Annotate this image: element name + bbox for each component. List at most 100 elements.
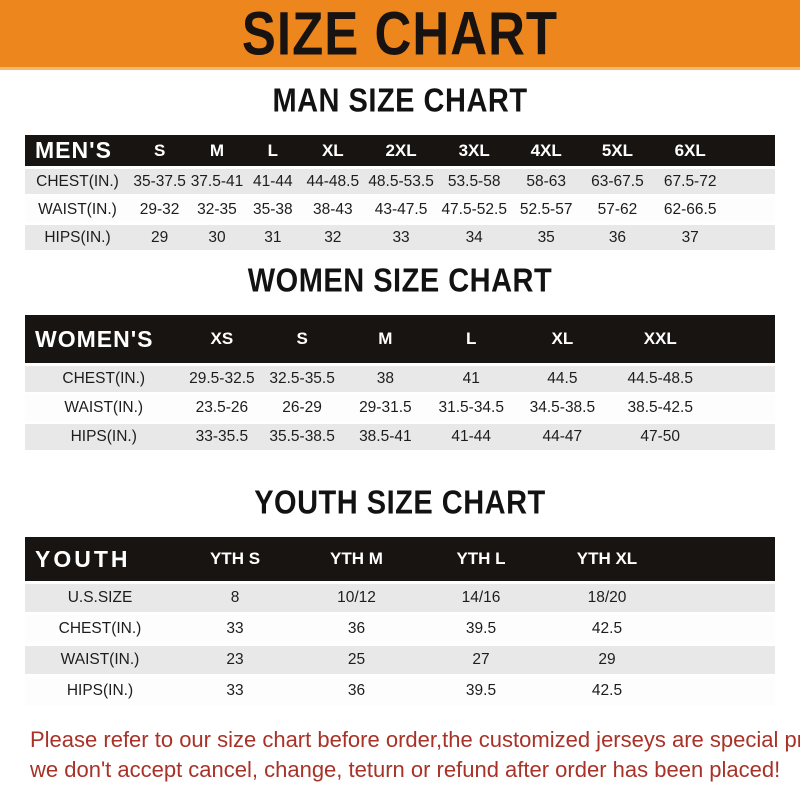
size-value-cell: 35 <box>510 225 582 250</box>
measurement-row: HIPS(IN.) 29 30 31 32 33 34 35 36 37 <box>25 225 775 250</box>
size-table-header-row: WOMEN'S XS S M L XL XXL <box>25 315 775 363</box>
section-men: MAN SIZE CHART MEN'S S M L XL 2XL 3XL 4XL 5XL 6XL… <box>0 83 800 253</box>
youth-section-heading: YOUTH SIZE CHART <box>254 484 546 522</box>
size-value-cell: 41-44 <box>244 169 301 194</box>
row-filler <box>669 646 775 674</box>
row-label: WAIST(IN.) <box>25 197 130 222</box>
size-value-cell: 44-48.5 <box>300 169 365 194</box>
size-value-cell: 52.5-57 <box>510 197 582 222</box>
header-filler <box>726 135 775 166</box>
size-value-cell: 37 <box>653 225 727 250</box>
size-value-cell: 33-35.5 <box>182 424 262 450</box>
column-header: M <box>342 315 428 363</box>
row-label: WAIST(IN.) <box>25 646 175 674</box>
section-women: WOMEN SIZE CHART WOMEN'S XS S M L XL XXL CHEST(… <box>0 262 800 453</box>
row-filler <box>669 677 775 705</box>
men-size-table: MEN'S S M L XL 2XL 3XL 4XL 5XL 6XL CHEST(IN.) 35-37… <box>25 132 775 253</box>
column-header: XL <box>514 315 610 363</box>
size-value-cell: 31.5-34.5 <box>427 395 515 421</box>
size-value-cell: 23 <box>175 646 295 674</box>
size-value-cell: 37.5-41 <box>189 169 245 194</box>
size-value-cell: 34 <box>437 225 511 250</box>
size-value-cell: 36 <box>295 677 418 705</box>
row-filler <box>710 395 775 421</box>
table-group-label: WOMEN'S <box>25 315 183 363</box>
size-value-cell: 29.5-32.5 <box>182 366 262 392</box>
size-value-cell: 39.5 <box>418 677 544 705</box>
women-section-heading: WOMEN SIZE CHART <box>247 262 553 300</box>
size-value-cell: 32-35 <box>189 197 245 222</box>
column-header: M <box>189 135 245 166</box>
column-header: YTH S <box>175 537 295 581</box>
size-value-cell: 29-31.5 <box>342 395 428 421</box>
row-label: HIPS(IN.) <box>25 677 175 705</box>
column-header: 3XL <box>437 135 511 166</box>
measurement-row: WAIST(IN.) 23.5-26 26-29 29-31.5 31.5-34.5 34… <box>25 395 775 421</box>
page-title: SIZE CHART <box>241 0 559 68</box>
size-value-cell: 53.5-58 <box>437 169 511 194</box>
measurement-row: CHEST(IN.) 35-37.5 37.5-41 41-44 44-48.5 48.5… <box>25 169 775 194</box>
size-value-cell: 32.5-35.5 <box>261 366 343 392</box>
row-label: CHEST(IN.) <box>25 366 183 392</box>
size-value-cell: 62-66.5 <box>653 197 727 222</box>
size-value-cell: 8 <box>175 584 295 612</box>
footer-note-line2: we don't accept cancel, change, teturn o… <box>30 757 781 782</box>
row-filler <box>726 225 775 250</box>
size-value-cell: 44.5 <box>514 366 610 392</box>
size-value-cell: 31 <box>244 225 301 250</box>
table-group-label: YOUTH <box>25 537 175 581</box>
row-label: CHEST(IN.) <box>25 169 130 194</box>
size-value-cell: 36 <box>581 225 654 250</box>
row-filler <box>726 169 775 194</box>
header-filler <box>710 315 775 363</box>
size-value-cell: 23.5-26 <box>182 395 262 421</box>
size-value-cell: 33 <box>175 677 295 705</box>
section-youth: YOUTH SIZE CHART YOUTH YTH S YTH M YTH L YTH… <box>0 484 800 708</box>
column-header: 4XL <box>510 135 582 166</box>
size-value-cell: 33 <box>175 615 295 643</box>
column-header: 2XL <box>364 135 438 166</box>
measurement-row: WAIST(IN.) 29-32 32-35 35-38 38-43 43-47.5 47.… <box>25 197 775 222</box>
column-header: YTH XL <box>543 537 670 581</box>
size-value-cell: 44.5-48.5 <box>609 366 711 392</box>
footer-note: Please refer to our size chart before or… <box>30 725 800 785</box>
size-value-cell: 27 <box>418 646 544 674</box>
measurement-row: HIPS(IN.) 33 36 39.5 42.5 <box>25 677 775 705</box>
measurement-row: CHEST(IN.) 33 36 39.5 42.5 <box>25 615 775 643</box>
size-value-cell: 14/16 <box>418 584 544 612</box>
size-value-cell: 30 <box>189 225 245 250</box>
column-header: 6XL <box>653 135 727 166</box>
row-label: HIPS(IN.) <box>25 225 130 250</box>
youth-size-table: YOUTH YTH S YTH M YTH L YTH XL U.S.SIZE 8 10/12… <box>25 534 775 708</box>
size-value-cell: 29 <box>130 225 190 250</box>
row-filler <box>710 366 775 392</box>
row-filler <box>726 197 775 222</box>
column-header: S <box>130 135 190 166</box>
column-header: L <box>427 315 515 363</box>
column-header: 5XL <box>581 135 654 166</box>
row-label: HIPS(IN.) <box>25 424 183 450</box>
column-header: YTH M <box>295 537 418 581</box>
size-value-cell: 34.5-38.5 <box>514 395 610 421</box>
size-value-cell: 18/20 <box>543 584 670 612</box>
size-value-cell: 26-29 <box>261 395 343 421</box>
measurement-row: CHEST(IN.) 29.5-32.5 32.5-35.5 38 41 44.5 44.5… <box>25 366 775 392</box>
size-value-cell: 35-38 <box>244 197 301 222</box>
size-value-cell: 67.5-72 <box>653 169 727 194</box>
column-header: XL <box>300 135 365 166</box>
row-label: U.S.SIZE <box>25 584 175 612</box>
women-size-table: WOMEN'S XS S M L XL XXL CHEST(IN.) 29.5-32.5 32.5… <box>25 312 775 453</box>
size-value-cell: 38.5-41 <box>342 424 428 450</box>
row-label: CHEST(IN.) <box>25 615 175 643</box>
size-value-cell: 25 <box>295 646 418 674</box>
banner: SIZE CHART <box>0 0 800 70</box>
size-value-cell: 36 <box>295 615 418 643</box>
column-header: S <box>261 315 343 363</box>
size-value-cell: 48.5-53.5 <box>364 169 438 194</box>
size-value-cell: 29-32 <box>130 197 190 222</box>
size-value-cell: 32 <box>300 225 365 250</box>
size-value-cell: 44-47 <box>514 424 610 450</box>
size-value-cell: 39.5 <box>418 615 544 643</box>
size-value-cell: 38.5-42.5 <box>609 395 711 421</box>
